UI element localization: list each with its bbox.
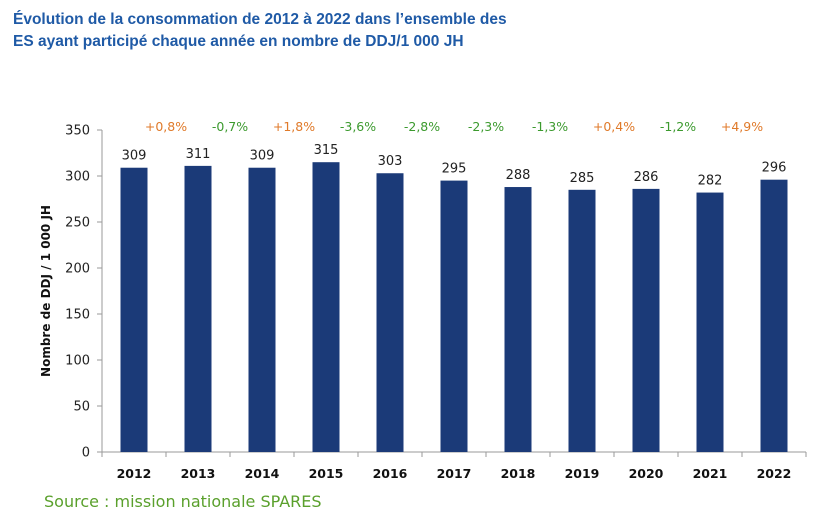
data-label-2014: 309: [250, 149, 275, 164]
bar-2015: [312, 162, 340, 452]
data-label-2021: 282: [698, 174, 723, 189]
bar-2021: [696, 192, 724, 452]
data-label-2016: 303: [378, 154, 403, 169]
data-label-2013: 311: [186, 147, 211, 162]
bar-2016: [376, 173, 404, 453]
x-tick-label-2013: 2013: [181, 466, 216, 481]
data-label-2018: 288: [506, 168, 531, 183]
y-tick-label: 100: [65, 354, 90, 369]
data-label-2017: 295: [442, 162, 467, 177]
change-annotation-2015: +1,8%: [273, 119, 315, 134]
change-annotation-2013: +0,8%: [145, 119, 187, 134]
x-tick-label-2022: 2022: [757, 466, 792, 481]
data-label-2022: 296: [762, 161, 787, 176]
bar-2022: [760, 179, 788, 452]
bar-2012: [120, 167, 148, 452]
data-label-2019: 285: [570, 171, 595, 186]
bar-2019: [568, 189, 596, 453]
chart-title-line-2: ES ayant participé chaque année en nombr…: [13, 33, 464, 50]
x-tick-label-2017: 2017: [437, 466, 472, 481]
x-tick-label-2016: 2016: [373, 466, 408, 481]
chart-title-line-1: Évolution de la consommation de 2012 à 2…: [13, 11, 507, 28]
data-label-2020: 286: [634, 170, 659, 185]
bar-2020: [632, 188, 660, 452]
y-tick-label: 0: [82, 446, 90, 461]
bar-2013: [184, 165, 212, 452]
change-annotation-2016: -3,6%: [340, 119, 376, 134]
x-tick-label-2012: 2012: [117, 466, 152, 481]
change-annotation-2018: -2,3%: [468, 119, 504, 134]
change-annotation-2014: -0,7%: [212, 119, 248, 134]
x-tick-label-2020: 2020: [629, 466, 664, 481]
x-tick-label-2014: 2014: [245, 466, 280, 481]
y-axis-title: Nombre de DDJ / 1 000 JH: [39, 205, 53, 377]
bar-2017: [440, 180, 468, 452]
x-tick-label-2019: 2019: [565, 466, 600, 481]
y-tick-label: 150: [65, 308, 90, 323]
change-annotation-2022: +4,9%: [721, 119, 763, 134]
data-label-2015: 315: [314, 143, 339, 158]
y-tick-label: 250: [65, 216, 90, 231]
x-tick-label-2015: 2015: [309, 466, 344, 481]
data-label-2012: 309: [122, 149, 147, 164]
change-annotation-2021: -1,2%: [660, 119, 696, 134]
y-tick-label: 300: [65, 170, 90, 185]
source-note: Source : mission nationale SPARES: [44, 492, 322, 511]
change-annotation-2017: -2,8%: [404, 119, 440, 134]
y-tick-label: 350: [65, 124, 90, 139]
bar-2018: [504, 187, 532, 453]
change-annotation-2019: -1,3%: [532, 119, 568, 134]
change-annotation-2020: +0,4%: [593, 119, 635, 134]
chart-title: Évolution de la consommation de 2012 à 2…: [13, 9, 507, 53]
x-tick-label-2018: 2018: [501, 466, 536, 481]
x-tick-label-2021: 2021: [693, 466, 728, 481]
bar-2014: [248, 167, 276, 452]
y-tick-label: 50: [73, 400, 90, 415]
y-tick-label: 200: [65, 262, 90, 277]
